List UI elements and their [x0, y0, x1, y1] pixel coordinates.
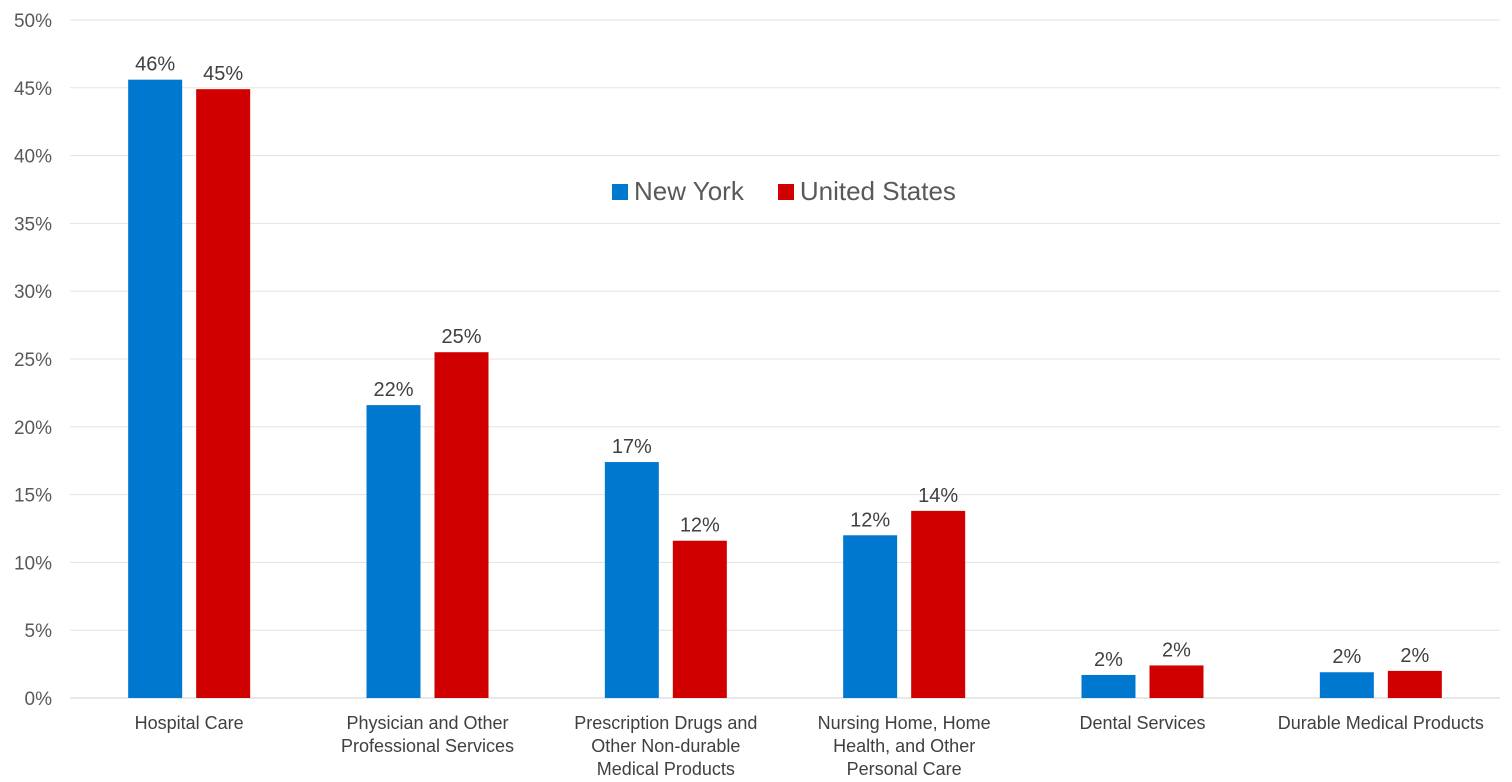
legend-item-new-york: New York [612, 176, 744, 207]
bar-united-states [1387, 670, 1442, 698]
y-tick-label: 35% [14, 214, 52, 235]
bar-united-states [1149, 665, 1204, 698]
data-label: 2% [1162, 639, 1191, 661]
legend-label-united-states: United States [799, 176, 956, 206]
bar-new-york [1319, 672, 1374, 698]
legend: New York United States [612, 176, 990, 207]
y-tick-label: 45% [14, 79, 52, 100]
y-tick-label: 0% [25, 689, 53, 710]
x-tick-label: Hospital Care [135, 713, 244, 733]
y-tick-label: 25% [14, 350, 52, 371]
bar-united-states [196, 89, 251, 698]
y-tick-label: 40% [14, 147, 52, 168]
data-labels: 46% 45% 22% 25% 17% 12% 12% 14% 2% 2% 2% 2% [135, 54, 1429, 671]
data-label: 46% [135, 54, 175, 76]
y-axis: 0% 5% 10% 15% 20% 25% 30% 35% 40% 45% 50% [14, 11, 52, 710]
data-label: 2% [1094, 649, 1123, 671]
data-label: 12% [680, 515, 720, 537]
y-tick-label: 30% [14, 282, 52, 303]
x-tick-label: Nursing Home, Home Health, and Other Perso… [818, 713, 991, 779]
x-tick-label: Physician and Other Professional Services [341, 713, 514, 756]
bar-united-states [434, 352, 489, 698]
x-tick-label: Durable Medical Products [1278, 713, 1484, 733]
bar-new-york [1081, 674, 1136, 698]
bar-new-york [366, 405, 421, 698]
bar-new-york [128, 79, 183, 698]
bar-united-states [911, 510, 966, 698]
legend-swatch-united-states [777, 183, 794, 200]
data-label: 14% [918, 485, 958, 507]
legend-item-united-states: United States [777, 176, 956, 207]
data-label: 22% [373, 379, 413, 401]
data-label: 2% [1400, 645, 1429, 667]
data-label: 25% [441, 326, 481, 348]
bar-united-states [672, 540, 727, 698]
x-axis: Hospital Care Physician and Other Professi… [135, 713, 1484, 779]
data-label: 45% [203, 63, 243, 85]
legend-label-new-york: New York [634, 176, 744, 206]
y-tick-label: 50% [14, 11, 52, 32]
data-label: 17% [612, 436, 652, 458]
y-tick-label: 20% [14, 418, 52, 439]
x-tick-label: Prescription Drugs and Other Non-durable M… [574, 713, 757, 779]
data-label: 2% [1332, 646, 1361, 668]
y-tick-label: 5% [25, 621, 53, 642]
gridlines [70, 19, 1500, 699]
y-tick-label: 15% [14, 486, 52, 507]
bar-new-york [604, 462, 659, 698]
bar-new-york [843, 535, 898, 698]
data-label: 12% [850, 509, 890, 531]
x-tick-label: Dental Services [1079, 713, 1205, 733]
bars [128, 79, 1442, 698]
y-tick-label: 10% [14, 553, 52, 574]
legend-swatch-new-york [612, 183, 628, 200]
